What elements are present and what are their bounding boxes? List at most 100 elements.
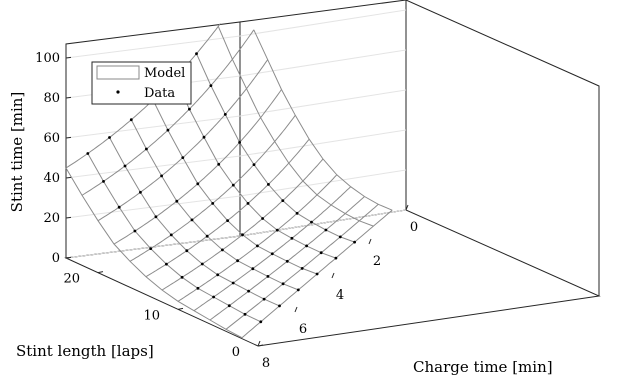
data-point <box>281 282 285 286</box>
data-point <box>223 113 227 116</box>
z-tick-label: 0 <box>52 251 60 266</box>
z-tick-mark <box>65 56 72 59</box>
data-point <box>227 304 231 308</box>
surface-col-8 <box>65 167 243 339</box>
data-point <box>200 262 204 266</box>
data-point <box>216 273 220 277</box>
data-point <box>108 136 111 139</box>
grid-line-z-20 <box>65 169 407 219</box>
surface-col-1 <box>217 26 374 227</box>
data-point <box>281 199 285 203</box>
data-point <box>205 234 209 238</box>
data-point <box>160 174 164 178</box>
legend-model-label: Model <box>144 66 185 81</box>
data-point <box>290 236 294 240</box>
y-tick-mark <box>97 271 104 274</box>
data-point <box>256 244 259 248</box>
grid-line-z-100 <box>65 9 407 59</box>
z-tick-mark <box>65 256 72 259</box>
x-tick-label: 0 <box>410 220 418 235</box>
y-tick-mark <box>257 344 264 347</box>
data-point <box>117 205 121 209</box>
data-point <box>236 259 240 263</box>
left-back-wall <box>65 21 241 259</box>
data-point <box>246 202 250 205</box>
back-walls <box>64 0 601 347</box>
data-point <box>247 289 251 293</box>
z-tick-mark <box>65 216 72 219</box>
z-tick-label: 60 <box>43 131 60 146</box>
x-tick-label: 4 <box>336 288 344 303</box>
data-point <box>209 84 213 87</box>
data-point <box>169 233 173 237</box>
x-tick-mark <box>331 272 335 279</box>
data-point <box>145 147 148 151</box>
grid-line-z-40 <box>65 129 407 179</box>
data-point <box>196 286 200 290</box>
data-point <box>154 215 158 219</box>
x-tick-label: 6 <box>299 322 307 337</box>
legend: Model Data <box>91 61 192 105</box>
data-point <box>285 259 289 263</box>
grid-line-z-0 <box>65 209 407 259</box>
x-tick-mark <box>405 204 409 211</box>
data-point <box>261 217 264 220</box>
data-point <box>175 199 179 203</box>
data-points <box>86 52 356 324</box>
surface-col-0 <box>253 29 393 211</box>
y-axis-label: Stint length [laps] <box>16 342 154 360</box>
surface-row-11 <box>65 23 221 169</box>
data-point <box>338 235 342 239</box>
legend-model-swatch <box>96 65 140 80</box>
surface-col-2 <box>196 53 355 243</box>
data-point <box>305 244 308 248</box>
front-right-edge <box>405 0 600 296</box>
data-point <box>139 190 142 194</box>
data-point <box>278 304 281 308</box>
z-tick-label: 80 <box>43 91 60 106</box>
grid-line-z-60 <box>65 89 407 139</box>
data-point <box>334 256 338 260</box>
data-point <box>295 211 299 215</box>
data-point <box>270 252 274 256</box>
data-point <box>353 240 356 244</box>
data-point <box>86 152 90 155</box>
legend-data-label: Data <box>144 86 175 101</box>
data-point <box>221 248 224 252</box>
data-point <box>251 267 255 271</box>
data-point <box>212 295 216 299</box>
surface-col-7 <box>87 153 262 323</box>
data-point <box>166 128 170 132</box>
data-point <box>133 229 137 233</box>
y-tick-label: 0 <box>232 345 240 360</box>
data-point <box>181 156 185 160</box>
data-point <box>319 251 323 255</box>
data-point <box>275 228 279 232</box>
data-point <box>324 228 328 232</box>
surface-col-4 <box>152 99 318 275</box>
x-axis-label: Charge time [min] <box>413 358 553 376</box>
data-point <box>262 297 266 301</box>
data-point <box>202 135 206 139</box>
surface-col-6 <box>109 137 280 307</box>
data-point <box>226 219 230 223</box>
y-tick-label: 10 <box>143 308 160 323</box>
data-point <box>259 320 263 324</box>
data-point <box>129 118 133 122</box>
z-axis-label: Stint time [min] <box>8 92 26 213</box>
data-point <box>149 247 153 251</box>
data-point <box>241 233 244 237</box>
z-tick-label: 40 <box>43 171 60 186</box>
data-point <box>300 267 304 270</box>
data-point <box>217 162 221 166</box>
data-point <box>123 164 127 168</box>
data-point <box>211 202 215 205</box>
x-tick-mark <box>294 306 298 313</box>
data-point <box>252 163 256 167</box>
surface-col-5 <box>130 119 299 291</box>
data-point <box>243 312 247 316</box>
legend-data-marker <box>116 90 120 94</box>
data-point <box>180 275 184 279</box>
